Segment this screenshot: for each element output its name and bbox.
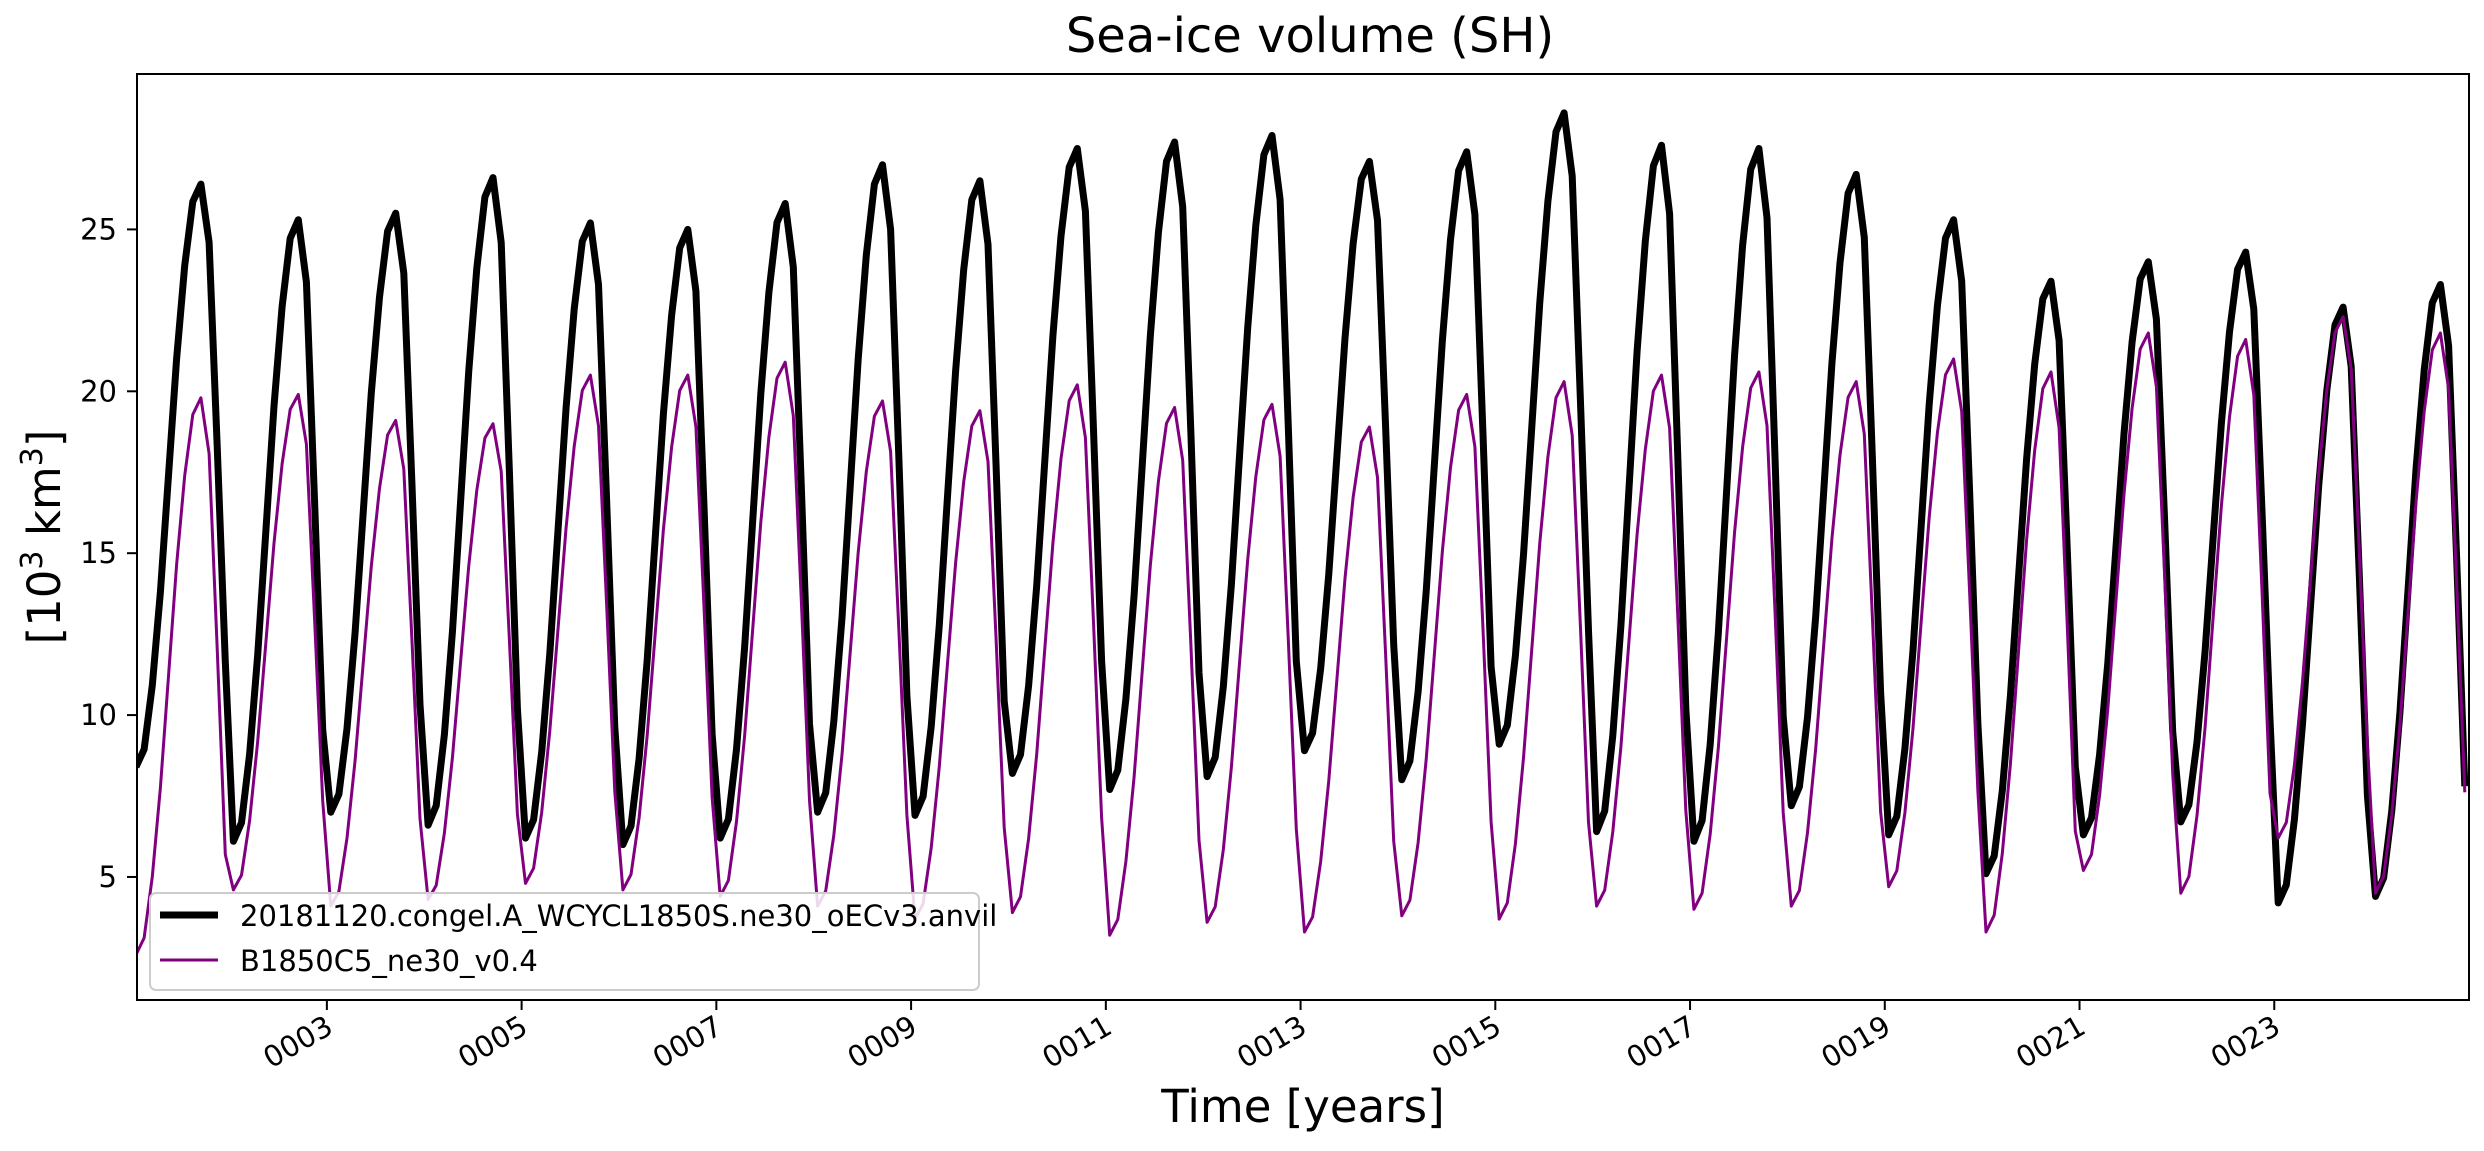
y-tick-label: 5 bbox=[99, 860, 117, 894]
plot-frame bbox=[136, 73, 2470, 1001]
y-axis-label: [103 km3] bbox=[15, 430, 71, 645]
series-layer bbox=[137, 109, 2469, 956]
y-axis: 5 10 15 20 25 bbox=[80, 212, 137, 894]
x-axis-label: Time [years] bbox=[1160, 1080, 1444, 1133]
y-axis-label-unit: km bbox=[18, 466, 71, 550]
y-tick-label: 20 bbox=[80, 374, 117, 408]
legend-label-series-1: B1850C5_ne30_v0.4 bbox=[240, 944, 538, 978]
y-axis-label-close: ] bbox=[18, 430, 71, 448]
y-tick-label: 10 bbox=[80, 698, 117, 732]
legend-box bbox=[149, 892, 980, 991]
y-tick-label: 25 bbox=[80, 212, 117, 246]
series-line-1 bbox=[137, 315, 2467, 956]
y-axis-label-exp1: 3 bbox=[15, 550, 50, 569]
legend: 20181120.congel.A_WCYCL1850S.ne30_oECv3.… bbox=[149, 892, 997, 991]
y-axis-label-base: [10 bbox=[18, 570, 71, 645]
series-line-0 bbox=[137, 109, 2469, 907]
y-axis-label-exp2: 3 bbox=[15, 447, 50, 466]
legend-label-series-0: 20181120.congel.A_WCYCL1850S.ne30_oECv3.… bbox=[240, 899, 997, 933]
y-tick-label: 15 bbox=[80, 536, 117, 570]
chart-title: Sea-ice volume (SH) bbox=[1066, 8, 1554, 64]
